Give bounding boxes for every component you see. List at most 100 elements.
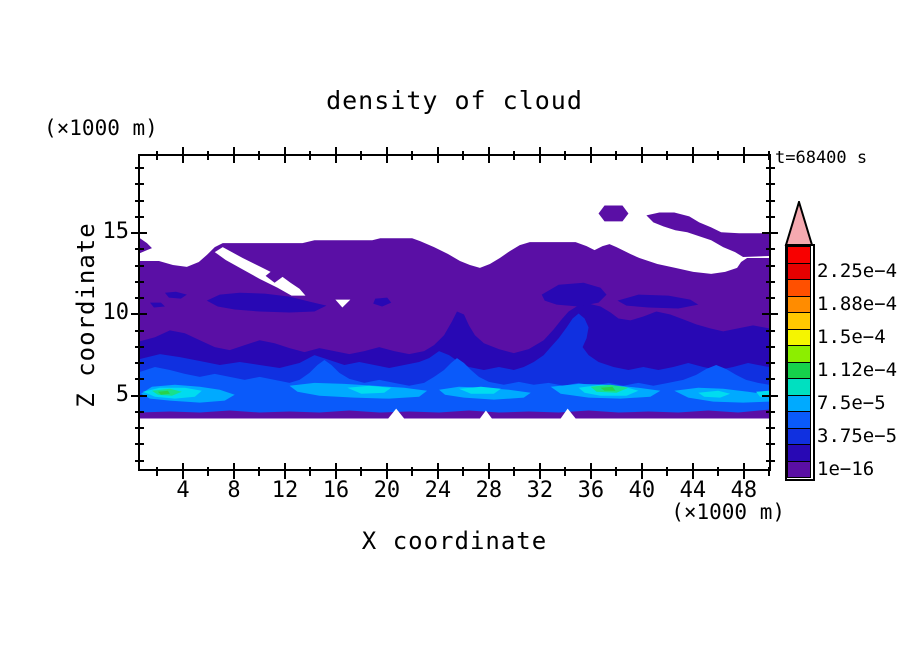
x-major-tick (385, 147, 388, 163)
cloud-base-notch (560, 408, 576, 419)
z-minor-tick (766, 329, 775, 332)
z-minor-tick (766, 264, 775, 267)
z-tick-label: 15 (102, 219, 130, 245)
x-minor-tick (411, 151, 414, 160)
navy-blob (149, 302, 165, 308)
colorbar-label: 7.5e−5 (817, 391, 886, 414)
z-minor-tick (766, 248, 775, 251)
colorbar-segment (787, 279, 811, 297)
x-major-tick (742, 147, 745, 163)
contour-band-blue (140, 313, 769, 402)
x-minor-tick (564, 151, 567, 160)
colorbar-label: 1.12e−4 (817, 358, 898, 381)
colorbar-segment (787, 312, 811, 330)
z-axis-label: Z coordinate (72, 222, 100, 408)
navy-blob (164, 291, 187, 299)
contour-plot (140, 205, 769, 419)
colorbar-segment (787, 427, 811, 445)
x-minor-tick (360, 466, 363, 476)
x-minor-tick (360, 151, 363, 160)
colorbar-segment (787, 411, 811, 429)
x-minor-tick (309, 466, 312, 476)
colorbar-label: 1e−16 (817, 457, 875, 480)
z-axis-unit-label: (×1000 m) (44, 116, 158, 140)
x-tick-label: 36 (577, 478, 605, 503)
z-minor-tick (135, 362, 144, 365)
x-major-tick (589, 462, 592, 479)
x-major-tick (640, 462, 643, 479)
z-major-tick (131, 394, 147, 397)
x-minor-tick (462, 466, 465, 476)
z-minor-tick (135, 297, 144, 300)
z-minor-tick (766, 215, 775, 218)
x-minor-tick (207, 151, 210, 160)
colorbar-segment (787, 444, 811, 462)
x-major-tick (538, 462, 541, 479)
z-minor-tick (766, 199, 775, 202)
clear-air-gap (214, 247, 306, 296)
green-core (600, 386, 616, 391)
x-axis-label: X coordinate (361, 527, 548, 555)
contour-band-bright-blue (140, 358, 769, 413)
colorbar (785, 244, 815, 481)
z-tick-label: 10 (102, 300, 130, 326)
x-major-tick (232, 462, 235, 479)
navy-blob (206, 292, 327, 313)
x-minor-tick (564, 466, 567, 476)
z-minor-tick (135, 280, 144, 283)
x-minor-tick (156, 151, 159, 160)
x-tick-label: 40 (628, 478, 656, 503)
x-major-tick (181, 462, 184, 479)
green-core (157, 390, 170, 395)
colorbar-label: 2.25e−4 (817, 259, 898, 282)
x-major-tick (589, 147, 592, 163)
x-major-tick (742, 462, 745, 479)
x-tick-label: 4 (176, 478, 190, 503)
x-major-tick (385, 462, 388, 479)
colorbar-segment (787, 328, 811, 346)
z-major-tick (762, 394, 778, 397)
navy-blob (373, 297, 392, 307)
clear-air-hole (335, 299, 351, 308)
z-minor-tick (135, 183, 144, 186)
x-minor-tick (513, 466, 516, 476)
x-minor-tick (462, 151, 465, 160)
x-minor-tick (411, 466, 414, 476)
colorbar-segment (787, 262, 811, 280)
z-minor-tick (135, 248, 144, 251)
x-minor-tick (615, 466, 618, 476)
z-minor-tick (135, 378, 144, 381)
z-minor-tick (766, 280, 775, 283)
z-minor-tick (135, 199, 144, 202)
z-minor-tick (766, 427, 775, 430)
cloud-patch (598, 205, 629, 222)
colorbar-label: 1.5e−4 (817, 325, 886, 348)
x-minor-tick (615, 151, 618, 160)
colorbar-label: 1.88e−4 (817, 292, 898, 315)
x-tick-label: 28 (475, 478, 503, 503)
x-minor-tick (309, 151, 312, 160)
z-minor-tick (135, 345, 144, 348)
x-major-tick (232, 147, 235, 163)
z-major-tick (762, 313, 778, 316)
colorbar-overflow-arrow (784, 201, 814, 246)
z-minor-tick (766, 362, 775, 365)
x-major-tick (334, 147, 337, 163)
x-tick-label: 20 (373, 478, 401, 503)
z-minor-tick (135, 215, 144, 218)
colorbar-segment (787, 378, 811, 396)
z-minor-tick (135, 459, 144, 462)
x-minor-tick (717, 466, 720, 476)
z-minor-tick (766, 183, 775, 186)
z-major-tick (131, 232, 147, 235)
z-minor-tick (135, 427, 144, 430)
cyan-spot (347, 385, 392, 394)
z-minor-tick (766, 345, 775, 348)
colorbar-segment (787, 345, 811, 363)
z-minor-tick (135, 443, 144, 446)
x-tick-label: 12 (271, 478, 299, 503)
z-major-tick (131, 313, 147, 316)
x-major-tick (640, 147, 643, 163)
x-tick-label: 44 (679, 478, 707, 503)
